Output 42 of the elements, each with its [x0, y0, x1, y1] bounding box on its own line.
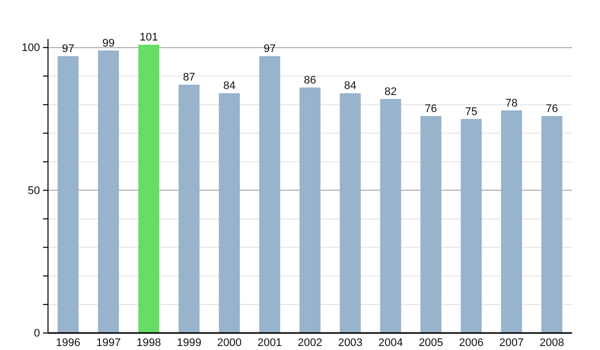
bar — [138, 44, 160, 333]
data-label: 76 — [546, 103, 558, 116]
data-label: 75 — [465, 106, 478, 118]
x-tick-label: 2004 — [378, 336, 403, 349]
data-label: 97 — [62, 43, 74, 56]
bar — [541, 116, 562, 333]
bar — [178, 84, 200, 333]
x-tick-label: 2006 — [458, 336, 484, 349]
data-label: 86 — [304, 74, 316, 87]
x-tick-label: 2008 — [540, 336, 564, 349]
x-tick-label: 2001 — [257, 336, 282, 349]
bar — [380, 98, 402, 333]
x-tick-label: 2007 — [499, 336, 524, 349]
bar — [58, 56, 79, 333]
x-tick-label: 2002 — [298, 336, 322, 349]
data-label: 84 — [344, 80, 356, 92]
x-tick-label: 2003 — [338, 336, 363, 349]
x-tick-label: 1999 — [176, 336, 202, 349]
x-tick-label: 1997 — [96, 336, 121, 349]
bar — [501, 110, 522, 333]
bar — [259, 56, 280, 333]
bar — [218, 93, 240, 333]
bar — [420, 116, 442, 333]
data-label: 78 — [505, 97, 518, 110]
bar — [98, 50, 119, 333]
bar — [340, 93, 361, 333]
x-tick-label: 2005 — [418, 336, 444, 349]
data-label: 87 — [182, 72, 196, 84]
data-label: 82 — [384, 86, 397, 98]
data-label: 101 — [140, 32, 158, 44]
y-tick-label: 100 — [22, 42, 40, 54]
y-tick-label: 50 — [28, 184, 40, 197]
x-tick-label: 1996 — [56, 336, 80, 349]
data-label: 76 — [424, 103, 438, 116]
data-label: 97 — [264, 43, 276, 56]
bar — [300, 88, 320, 333]
bar — [460, 118, 482, 333]
data-label: 84 — [223, 80, 236, 92]
x-tick-label: 2000 — [217, 336, 242, 349]
x-tick-label: 1998 — [136, 336, 162, 349]
y-tick-label: 0 — [34, 328, 40, 340]
data-label: 99 — [102, 37, 115, 50]
